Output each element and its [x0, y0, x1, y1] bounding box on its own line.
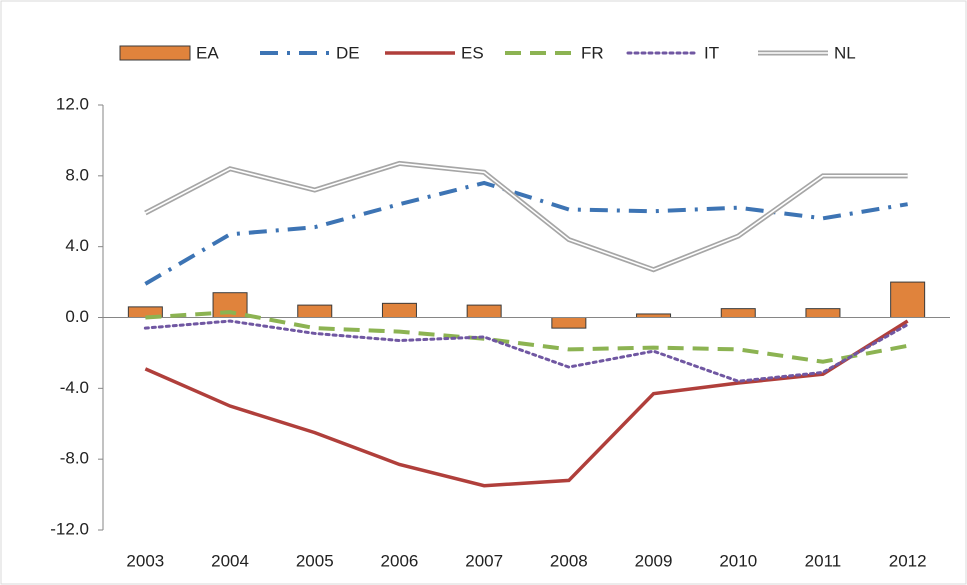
bar — [636, 313, 672, 319]
bar — [720, 308, 756, 319]
line-inner — [144, 162, 908, 271]
bar — [466, 304, 502, 318]
x-tick-label: 2009 — [635, 551, 673, 570]
y-tick-label: 8.0 — [65, 165, 89, 184]
line — [144, 319, 909, 488]
y-tick-label: -8.0 — [60, 449, 89, 468]
y-tick-label: 0.0 — [65, 307, 89, 326]
legend-label: FR — [581, 43, 604, 62]
bar — [297, 304, 333, 318]
x-tick-label: 2012 — [889, 551, 927, 570]
y-tick-label: 12.0 — [56, 94, 89, 113]
legend-label: IT — [704, 43, 719, 62]
x-tick-label: 2007 — [465, 551, 503, 570]
y-tick-label: -4.0 — [60, 378, 89, 397]
legend-label: EA — [196, 43, 219, 62]
line — [144, 180, 908, 286]
bar — [890, 281, 926, 319]
bar — [381, 302, 417, 319]
legend-label: NL — [834, 43, 856, 62]
x-tick-label: 2011 — [805, 551, 842, 570]
x-tick-label: 2008 — [550, 551, 588, 570]
x-tick-label: 2006 — [381, 551, 419, 570]
legend-label: ES — [461, 43, 484, 62]
y-tick-label: -12.0 — [50, 519, 89, 538]
x-tick-label: 2005 — [296, 551, 334, 570]
line — [145, 310, 909, 364]
y-tick-label: 4.0 — [65, 236, 89, 255]
x-tick-label: 2010 — [719, 551, 757, 570]
legend-swatch — [119, 45, 191, 61]
line — [143, 319, 910, 383]
legend-label: DE — [336, 43, 360, 62]
x-tick-label: 2004 — [211, 551, 249, 570]
bar — [805, 308, 841, 319]
bar — [551, 317, 587, 329]
x-tick-label: 2003 — [126, 551, 164, 570]
